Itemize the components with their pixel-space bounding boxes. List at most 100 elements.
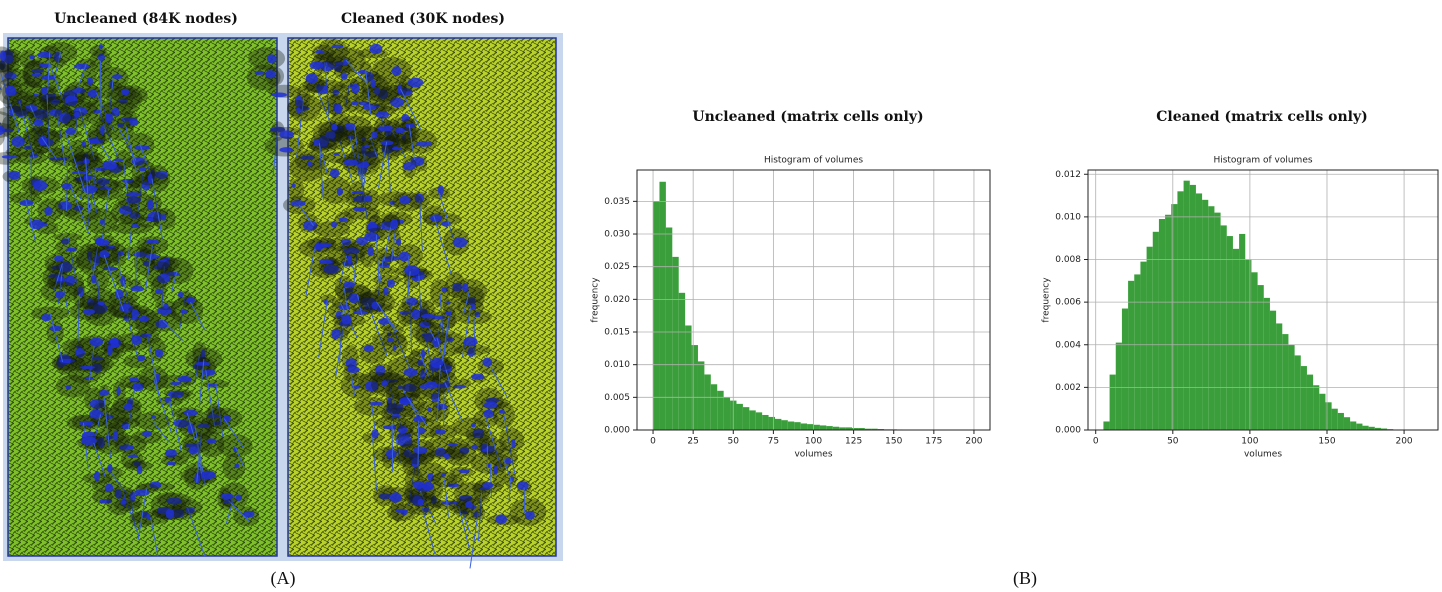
- bar: [1115, 342, 1122, 430]
- fracture-line: [369, 137, 378, 159]
- fracture: [166, 497, 182, 505]
- bar: [717, 390, 724, 430]
- fracture-line: [137, 171, 144, 212]
- fracture: [98, 186, 112, 190]
- fracture: [472, 428, 485, 439]
- fracture: [344, 288, 354, 293]
- fracture: [102, 160, 117, 170]
- fracture: [33, 93, 40, 97]
- x-tick-label: 25: [687, 437, 698, 447]
- fracture: [381, 380, 389, 387]
- fracture: [52, 93, 57, 100]
- fracture: [99, 250, 110, 259]
- fracture: [345, 358, 357, 368]
- fracture-line: [47, 52, 51, 91]
- fracture-line: [372, 437, 378, 491]
- fracture: [347, 254, 353, 265]
- fracture: [0, 121, 1, 125]
- fracture: [511, 438, 516, 449]
- fracture-line: [365, 69, 372, 115]
- x-tick-label: 200: [965, 437, 982, 447]
- fracture: [323, 264, 339, 274]
- fracture-line: [56, 114, 66, 167]
- fracture: [89, 409, 103, 419]
- bar: [1171, 204, 1178, 430]
- fracture: [119, 444, 135, 451]
- fracture-line: [375, 234, 380, 283]
- fracture: [346, 366, 360, 374]
- fracture: [364, 71, 375, 82]
- fracture: [83, 174, 92, 181]
- fracture: [157, 306, 173, 316]
- fracture-line: [82, 422, 89, 469]
- dark-zone: [62, 111, 89, 128]
- fracture: [95, 239, 110, 247]
- fracture: [443, 453, 451, 459]
- y-axis-label: frequency: [591, 277, 601, 323]
- fracture: [279, 130, 294, 139]
- bar: [1294, 355, 1301, 430]
- fracture: [397, 436, 413, 447]
- dark-zone: [106, 489, 133, 516]
- fracture: [233, 446, 238, 453]
- bar: [1276, 323, 1283, 430]
- dark-zone: [109, 399, 142, 425]
- fracture: [165, 448, 177, 458]
- fracture: [330, 221, 338, 228]
- fracture-line: [338, 255, 348, 287]
- fracture: [8, 170, 21, 180]
- fracture: [171, 508, 185, 519]
- dark-zone: [44, 252, 81, 275]
- dark-zone: [385, 377, 421, 401]
- dark-zone: [70, 353, 106, 373]
- fracture-line: [419, 352, 429, 377]
- y-tick-label: 0.030: [604, 230, 630, 240]
- fracture: [371, 429, 379, 439]
- fracture-line: [439, 293, 444, 337]
- fracture: [33, 108, 49, 119]
- fracture-line: [444, 382, 463, 422]
- fracture: [448, 442, 459, 447]
- bar: [1319, 393, 1326, 430]
- fracture: [235, 494, 242, 502]
- fracture-line: [410, 304, 413, 354]
- fracture: [378, 493, 391, 500]
- x-tick-label: 75: [768, 437, 779, 447]
- dark-zone: [374, 282, 391, 302]
- fracture: [112, 74, 123, 80]
- fracture: [363, 344, 374, 353]
- bar: [1165, 214, 1172, 430]
- fracture: [447, 336, 454, 343]
- dark-zone: [381, 134, 409, 157]
- dark-zone: [248, 47, 286, 70]
- dark-zone: [384, 131, 418, 153]
- fracture: [97, 437, 105, 448]
- fracture-line: [101, 189, 110, 245]
- fracture: [116, 122, 125, 128]
- fracture: [498, 409, 506, 414]
- fracture: [86, 77, 94, 86]
- fracture: [105, 435, 115, 440]
- fracture: [173, 419, 190, 428]
- fracture-line: [24, 197, 37, 244]
- fracture: [131, 335, 143, 345]
- fracture-line: [103, 254, 125, 312]
- fracture: [413, 446, 428, 455]
- fracture: [160, 214, 167, 221]
- fracture-line: [318, 143, 324, 201]
- fracture: [105, 414, 115, 419]
- fracture-line: [0, 72, 20, 133]
- fracture: [335, 310, 342, 320]
- fracture: [397, 425, 408, 434]
- fracture: [186, 296, 195, 304]
- fracture: [419, 321, 431, 328]
- fracture: [319, 60, 335, 72]
- fracture: [467, 347, 475, 358]
- fracture-line: [194, 352, 201, 383]
- fracture-line: [97, 280, 101, 322]
- fracture-line: [438, 192, 454, 239]
- fracture: [146, 239, 160, 244]
- dark-zone: [106, 85, 143, 111]
- fracture-line: [205, 368, 216, 427]
- fracture: [389, 97, 405, 108]
